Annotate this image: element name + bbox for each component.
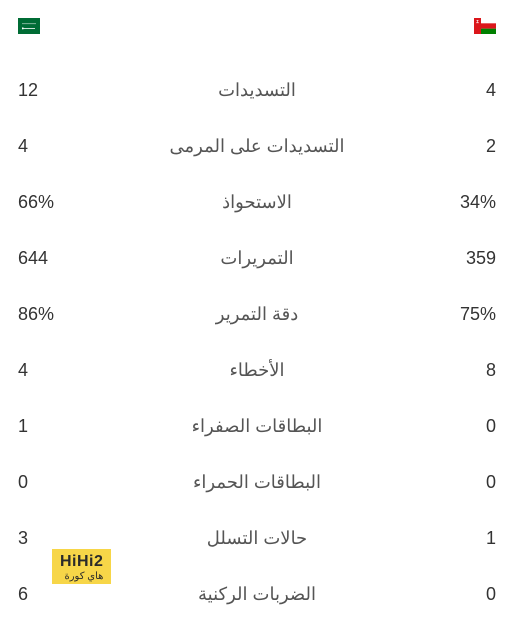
stat-value-team-right: 2: [436, 136, 496, 157]
stat-value-team-left: 86%: [18, 304, 78, 325]
match-stats-panel: 4التسديدات122التسديدات على المرمى434%الا…: [0, 0, 514, 622]
stat-value-team-right: 8: [436, 360, 496, 381]
stat-value-team-left: 3: [18, 528, 78, 549]
stat-row: 2التسديدات على المرمى4: [18, 118, 496, 174]
stat-label: التمريرات: [78, 248, 436, 269]
stat-label: التسديدات على المرمى: [78, 136, 436, 157]
stat-value-team-right: 359: [436, 248, 496, 269]
stat-value-team-right: 1: [436, 528, 496, 549]
stat-row: 75%دقة التمرير86%: [18, 286, 496, 342]
stat-label: الاستحواذ: [78, 192, 436, 213]
stat-value-team-left: 0: [18, 472, 78, 493]
stat-value-team-left: 4: [18, 136, 78, 157]
stat-value-team-left: 1: [18, 416, 78, 437]
stat-value-team-right: 0: [436, 472, 496, 493]
stats-list: 4التسديدات122التسديدات على المرمى434%الا…: [18, 62, 496, 622]
stat-label: الأخطاء: [78, 360, 436, 381]
flag-saudi-arabia-icon: [18, 18, 40, 34]
stat-row: 34%الاستحواذ66%: [18, 174, 496, 230]
watermark-line2: هاي كورة: [60, 571, 103, 582]
stat-label: التسديدات: [78, 80, 436, 101]
flag-oman-icon: [474, 18, 496, 34]
stat-value-team-right: 4: [436, 80, 496, 101]
stat-row: 359التمريرات644: [18, 230, 496, 286]
stat-value-team-left: 12: [18, 80, 78, 101]
stat-row: 0البطاقات الصفراء1: [18, 398, 496, 454]
watermark-line1: HiHi2: [60, 553, 103, 571]
stat-label: دقة التمرير: [78, 304, 436, 325]
stat-value-team-right: 0: [436, 584, 496, 605]
stat-label: حالات التسلل: [78, 528, 436, 549]
stat-value-team-left: 4: [18, 360, 78, 381]
stat-value-team-right: 75%: [436, 304, 496, 325]
teams-flags-row: [18, 18, 496, 34]
watermark-badge: HiHi2 هاي كورة: [52, 549, 111, 584]
stat-label: البطاقات الصفراء: [78, 416, 436, 437]
stat-row: 0البطاقات الحمراء0: [18, 454, 496, 510]
stat-label: البطاقات الحمراء: [78, 472, 436, 493]
stat-label: الضربات الركنية: [78, 584, 436, 605]
stat-value-team-left: 66%: [18, 192, 78, 213]
stat-value-team-left: 6: [18, 584, 78, 605]
stat-value-team-left: 644: [18, 248, 78, 269]
stat-value-team-right: 0: [436, 416, 496, 437]
stat-row: 4التسديدات12: [18, 62, 496, 118]
stat-value-team-right: 34%: [436, 192, 496, 213]
stat-row: 8الأخطاء4: [18, 342, 496, 398]
